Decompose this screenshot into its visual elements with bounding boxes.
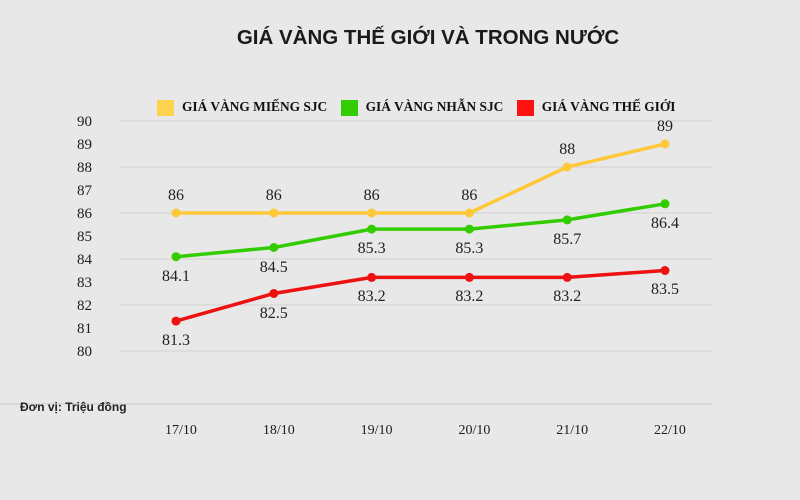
svg-text:88: 88	[77, 160, 92, 176]
svg-text:82.5: 82.5	[260, 305, 288, 322]
svg-text:19/10: 19/10	[361, 423, 393, 438]
svg-text:85.3: 85.3	[358, 240, 386, 257]
svg-text:17/10: 17/10	[165, 423, 197, 438]
svg-text:81.3: 81.3	[162, 332, 190, 349]
svg-text:84.1: 84.1	[162, 268, 190, 285]
svg-text:18/10: 18/10	[263, 423, 295, 438]
svg-text:83.2: 83.2	[455, 288, 483, 305]
svg-text:85: 85	[77, 229, 92, 245]
svg-text:83.2: 83.2	[358, 288, 386, 305]
svg-text:85.7: 85.7	[553, 231, 581, 248]
svg-text:80: 80	[77, 344, 92, 360]
svg-text:86: 86	[77, 206, 93, 222]
svg-text:88: 88	[559, 141, 575, 158]
svg-text:87: 87	[77, 183, 93, 199]
svg-text:83.2: 83.2	[553, 288, 581, 305]
svg-text:83.5: 83.5	[651, 281, 679, 298]
svg-text:85.3: 85.3	[455, 240, 483, 257]
svg-text:83: 83	[77, 275, 92, 291]
svg-text:81: 81	[77, 321, 92, 337]
svg-text:86: 86	[266, 187, 282, 204]
svg-text:86: 86	[364, 187, 380, 204]
svg-text:86: 86	[461, 187, 477, 204]
svg-text:84: 84	[77, 252, 93, 268]
svg-text:89: 89	[77, 137, 92, 153]
svg-text:22/10: 22/10	[654, 423, 686, 438]
svg-text:90: 90	[77, 114, 92, 130]
svg-text:86: 86	[168, 187, 184, 204]
svg-text:86.4: 86.4	[651, 215, 679, 232]
svg-text:21/10: 21/10	[556, 423, 588, 438]
svg-text:89: 89	[657, 118, 673, 135]
svg-text:20/10: 20/10	[458, 423, 490, 438]
svg-text:84.5: 84.5	[260, 259, 288, 276]
svg-text:82: 82	[77, 298, 92, 314]
